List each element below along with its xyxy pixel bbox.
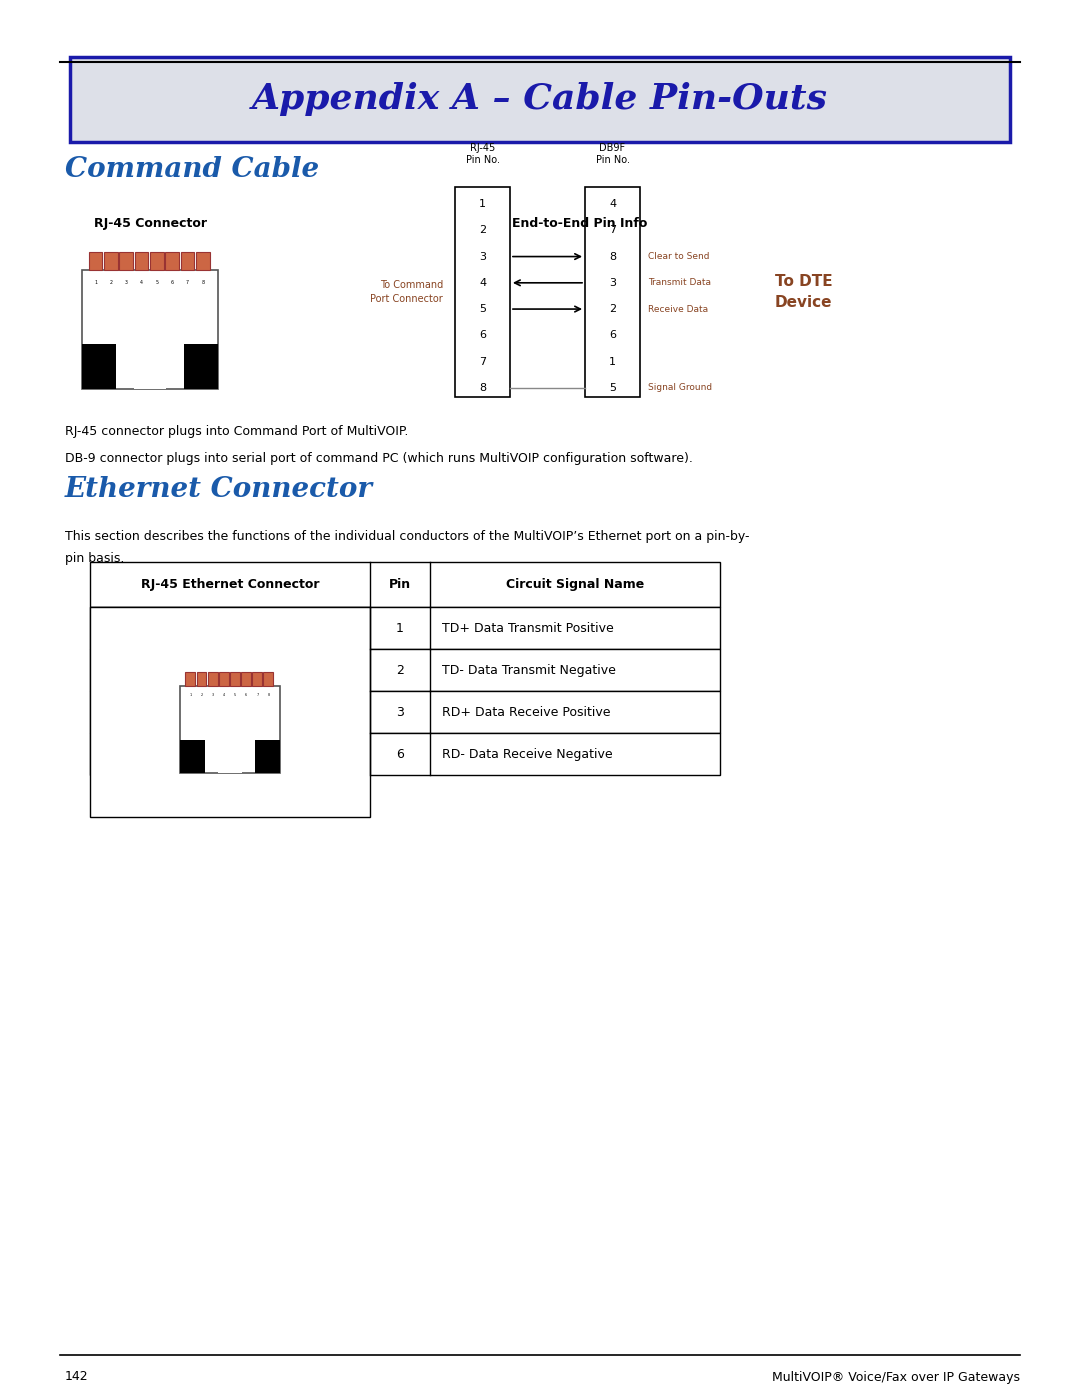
Text: Ethernet Connector: Ethernet Connector bbox=[65, 476, 373, 503]
Text: DB-9 connector plugs into serial port of command PC (which runs MultiVOIP config: DB-9 connector plugs into serial port of… bbox=[65, 453, 693, 465]
Text: 3: 3 bbox=[124, 279, 127, 285]
Text: 8: 8 bbox=[201, 279, 204, 285]
Text: 7: 7 bbox=[478, 356, 486, 366]
Text: This section describes the functions of the individual conductors of the MultiVO: This section describes the functions of … bbox=[65, 529, 750, 543]
Bar bbox=[253, 672, 262, 686]
Text: 1: 1 bbox=[609, 356, 616, 366]
Bar bbox=[82, 271, 218, 390]
Text: 2: 2 bbox=[201, 693, 203, 697]
Text: Clear to Send: Clear to Send bbox=[648, 251, 710, 261]
Text: 4: 4 bbox=[609, 198, 616, 210]
Text: RJ-45
Pin No.: RJ-45 Pin No. bbox=[465, 142, 499, 165]
Text: Appendix A – Cable Pin-Outs: Appendix A – Cable Pin-Outs bbox=[252, 82, 828, 116]
Text: 1: 1 bbox=[189, 693, 191, 697]
Text: Receive Data: Receive Data bbox=[648, 305, 708, 313]
Text: RJ-45 Connector: RJ-45 Connector bbox=[94, 217, 206, 231]
Bar bbox=[218, 750, 242, 773]
Text: RJ-45 connector plugs into Command Port of MultiVOIP.: RJ-45 connector plugs into Command Port … bbox=[65, 425, 408, 439]
Text: 2: 2 bbox=[109, 279, 112, 285]
Text: 8: 8 bbox=[268, 693, 270, 697]
Text: TD+ Data Transmit Positive: TD+ Data Transmit Positive bbox=[442, 622, 613, 634]
Text: DB9F
Pin No.: DB9F Pin No. bbox=[595, 142, 630, 165]
Bar bbox=[82, 344, 116, 390]
Bar bbox=[70, 57, 1010, 142]
Text: 142: 142 bbox=[65, 1370, 89, 1383]
Text: 6: 6 bbox=[609, 330, 616, 341]
Bar bbox=[455, 187, 510, 397]
Bar bbox=[195, 251, 210, 271]
Text: RD+ Data Receive Positive: RD+ Data Receive Positive bbox=[442, 705, 610, 718]
Bar bbox=[104, 251, 118, 271]
Text: 6: 6 bbox=[245, 693, 247, 697]
Bar bbox=[90, 608, 370, 817]
Text: 7: 7 bbox=[186, 279, 189, 285]
Text: 8: 8 bbox=[609, 251, 616, 261]
Text: 7: 7 bbox=[609, 225, 616, 235]
Text: Signal Ground: Signal Ground bbox=[648, 383, 712, 393]
Text: To DTE
Device: To DTE Device bbox=[775, 274, 833, 310]
Text: 4: 4 bbox=[222, 693, 225, 697]
Text: RD- Data Receive Negative: RD- Data Receive Negative bbox=[442, 747, 612, 760]
Text: Command Cable: Command Cable bbox=[65, 156, 319, 183]
Bar bbox=[184, 344, 218, 390]
Text: 5: 5 bbox=[156, 279, 159, 285]
Bar bbox=[230, 672, 240, 686]
Bar bbox=[197, 672, 206, 686]
Text: 3: 3 bbox=[396, 705, 404, 718]
Bar bbox=[180, 251, 194, 271]
Text: 6: 6 bbox=[171, 279, 174, 285]
Bar bbox=[89, 251, 103, 271]
Bar bbox=[135, 251, 148, 271]
Text: 4: 4 bbox=[140, 279, 143, 285]
Bar bbox=[207, 672, 217, 686]
Bar bbox=[90, 692, 720, 733]
Text: 5: 5 bbox=[609, 383, 616, 393]
Text: 8: 8 bbox=[478, 383, 486, 393]
Text: 2: 2 bbox=[609, 305, 616, 314]
Text: End-to-End Pin Info: End-to-End Pin Info bbox=[512, 217, 648, 231]
Bar bbox=[120, 251, 133, 271]
Bar bbox=[165, 251, 179, 271]
Bar bbox=[90, 608, 720, 650]
Text: 5: 5 bbox=[234, 693, 237, 697]
Text: 1: 1 bbox=[480, 198, 486, 210]
Bar bbox=[90, 562, 720, 608]
Text: Circuit Signal Name: Circuit Signal Name bbox=[505, 578, 644, 591]
Text: 3: 3 bbox=[480, 251, 486, 261]
Text: 2: 2 bbox=[396, 664, 404, 676]
Bar bbox=[255, 739, 280, 773]
Bar bbox=[219, 672, 229, 686]
Text: 2: 2 bbox=[478, 225, 486, 235]
Bar bbox=[134, 358, 166, 390]
Bar bbox=[150, 251, 163, 271]
Bar bbox=[180, 686, 280, 773]
Text: TD- Data Transmit Negative: TD- Data Transmit Negative bbox=[442, 664, 616, 676]
Text: 5: 5 bbox=[480, 305, 486, 314]
Bar bbox=[90, 650, 720, 692]
Bar bbox=[90, 733, 720, 775]
Text: MultiVOIP® Voice/Fax over IP Gateways: MultiVOIP® Voice/Fax over IP Gateways bbox=[772, 1370, 1020, 1383]
Text: 1: 1 bbox=[396, 622, 404, 634]
Text: Pin: Pin bbox=[389, 578, 411, 591]
Text: RJ-45 Ethernet Connector: RJ-45 Ethernet Connector bbox=[140, 578, 320, 591]
Text: 6: 6 bbox=[480, 330, 486, 341]
Text: To Command
Port Connector: To Command Port Connector bbox=[370, 281, 443, 303]
Bar bbox=[186, 672, 195, 686]
Text: pin basis.: pin basis. bbox=[65, 552, 124, 564]
Text: 6: 6 bbox=[396, 747, 404, 760]
Bar bbox=[180, 739, 205, 773]
Text: 3: 3 bbox=[609, 278, 616, 288]
Text: 3: 3 bbox=[212, 693, 214, 697]
Bar bbox=[264, 672, 273, 686]
Text: 4: 4 bbox=[478, 278, 486, 288]
Text: 7: 7 bbox=[256, 693, 258, 697]
Bar bbox=[585, 187, 640, 397]
Text: 1: 1 bbox=[94, 279, 97, 285]
Bar bbox=[241, 672, 251, 686]
Text: Transmit Data: Transmit Data bbox=[648, 278, 711, 288]
